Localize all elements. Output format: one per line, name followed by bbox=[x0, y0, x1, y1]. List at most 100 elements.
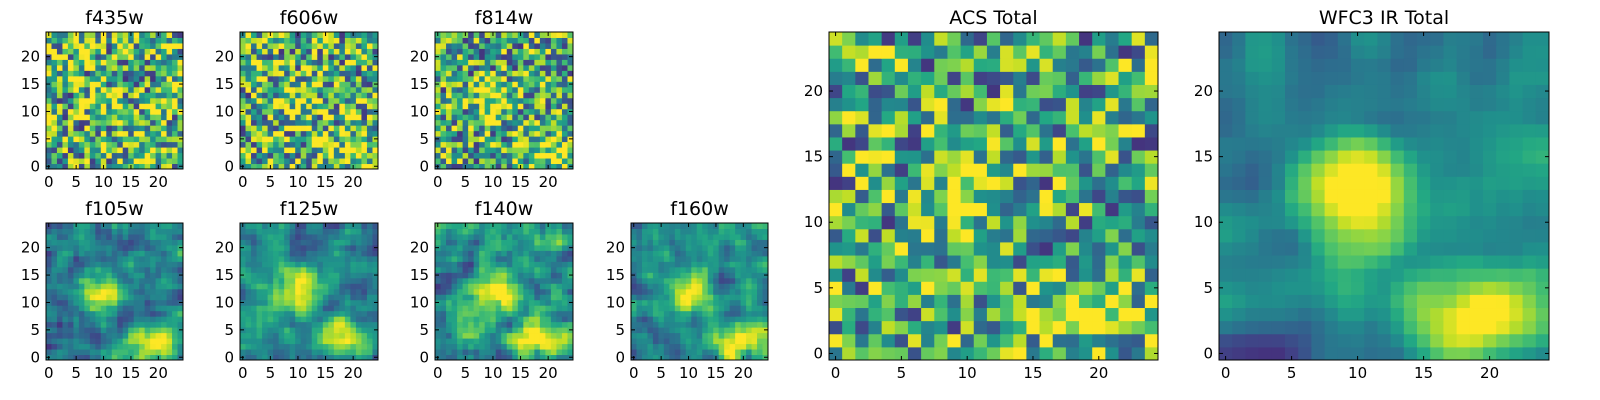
heatmap-cell bbox=[534, 239, 541, 246]
heatmap-cell bbox=[435, 70, 442, 77]
heatmap-cell bbox=[278, 97, 285, 104]
heatmap-cell bbox=[685, 294, 692, 301]
heatmap-cell bbox=[84, 354, 91, 361]
heatmap-cell bbox=[67, 343, 74, 350]
heatmap-cell bbox=[78, 288, 85, 295]
heatmap-cell bbox=[106, 59, 113, 66]
heatmap-cell bbox=[245, 86, 252, 93]
heatmap-cell bbox=[122, 294, 129, 301]
heatmap-cell bbox=[344, 32, 351, 38]
heatmap-cell bbox=[973, 255, 988, 269]
heatmap-cell bbox=[306, 305, 313, 312]
heatmap-cell bbox=[707, 305, 714, 312]
heatmap-cell bbox=[1079, 281, 1093, 295]
heatmap-cell bbox=[62, 354, 69, 361]
heatmap-cell bbox=[51, 75, 58, 82]
heatmap-cell bbox=[512, 147, 519, 154]
heatmap-cell bbox=[663, 266, 670, 273]
heatmap-cell bbox=[631, 338, 637, 345]
heatmap-cell bbox=[311, 32, 318, 38]
heatmap-cell bbox=[517, 239, 524, 246]
heatmap-cell bbox=[501, 255, 508, 262]
heatmap-cell bbox=[256, 64, 263, 71]
heatmap-cell bbox=[317, 86, 324, 93]
heatmap-cell bbox=[100, 59, 107, 66]
heatmap-cell bbox=[245, 223, 252, 229]
heatmap-cell bbox=[647, 338, 654, 345]
heatmap-cell bbox=[495, 97, 502, 104]
heatmap-cell bbox=[495, 114, 502, 121]
heatmap-cell bbox=[921, 281, 935, 295]
heatmap-cell bbox=[490, 338, 497, 345]
heatmap-cell bbox=[73, 92, 80, 99]
heatmap-cell bbox=[1105, 268, 1120, 282]
heatmap-cell bbox=[67, 255, 74, 262]
heatmap-cell bbox=[647, 343, 654, 350]
heatmap-cell bbox=[144, 250, 151, 257]
heatmap-cell bbox=[289, 42, 296, 49]
heatmap-cell bbox=[67, 310, 74, 317]
heatmap-cell bbox=[139, 223, 146, 229]
heatmap-cell bbox=[172, 86, 179, 93]
heatmap-cell bbox=[842, 281, 856, 295]
panel-title: f105w bbox=[85, 198, 144, 220]
heatmap-cell bbox=[685, 250, 692, 257]
heatmap-cell bbox=[51, 239, 58, 246]
heatmap-cell bbox=[133, 81, 140, 88]
heatmap-cell bbox=[311, 316, 318, 323]
heatmap-cell bbox=[973, 333, 988, 348]
heatmap-cell bbox=[372, 332, 379, 339]
heatmap-cell bbox=[506, 42, 513, 49]
heatmap-cell bbox=[451, 48, 458, 55]
heatmap-cell bbox=[150, 305, 157, 312]
heatmap-cell bbox=[111, 37, 118, 44]
heatmap-cell bbox=[1105, 255, 1120, 269]
heatmap-cell bbox=[457, 233, 464, 240]
heatmap-cell bbox=[724, 288, 731, 295]
heatmap-cell bbox=[278, 294, 285, 301]
heatmap-cell bbox=[67, 239, 74, 246]
heatmap-cell bbox=[707, 266, 714, 273]
heatmap-cell bbox=[545, 244, 552, 251]
heatmap-cell bbox=[361, 349, 368, 356]
heatmap-cell bbox=[881, 176, 896, 190]
heatmap-cell bbox=[762, 228, 769, 235]
heatmap-cell bbox=[46, 75, 52, 82]
heatmap-cell bbox=[545, 294, 552, 301]
heatmap-cell bbox=[545, 59, 552, 66]
heatmap-cell bbox=[479, 32, 486, 38]
heatmap-cell bbox=[534, 75, 541, 82]
heatmap-cell bbox=[62, 75, 69, 82]
heatmap-cell bbox=[122, 75, 129, 82]
heatmap-cell bbox=[172, 114, 179, 121]
heatmap-cell bbox=[317, 239, 324, 246]
heatmap-cell bbox=[685, 310, 692, 317]
heatmap-cell bbox=[735, 299, 742, 306]
heatmap-cell bbox=[462, 64, 469, 71]
heatmap-cell bbox=[106, 81, 113, 88]
heatmap-cell bbox=[289, 327, 296, 334]
heatmap-cell bbox=[1079, 255, 1093, 269]
heatmap-cell bbox=[262, 114, 269, 121]
heatmap-cell bbox=[139, 48, 146, 55]
heatmap-cell bbox=[501, 119, 508, 126]
heatmap-cell bbox=[84, 349, 91, 356]
heatmap-cell bbox=[350, 272, 357, 279]
heatmap-cell bbox=[355, 277, 362, 284]
heatmap-cell bbox=[245, 261, 252, 268]
heatmap-cell bbox=[479, 103, 486, 110]
heatmap-cell bbox=[473, 261, 480, 268]
heatmap-cell bbox=[468, 141, 475, 148]
heatmap-cell bbox=[457, 261, 464, 268]
heatmap-cell bbox=[517, 108, 524, 115]
heatmap-cell bbox=[740, 321, 747, 328]
heatmap-cell bbox=[161, 327, 168, 334]
heatmap-cell bbox=[973, 281, 988, 295]
heatmap-cell bbox=[78, 81, 85, 88]
heatmap-cell bbox=[1144, 333, 1159, 348]
heatmap-cell bbox=[256, 250, 263, 257]
heatmap-cell bbox=[155, 321, 162, 328]
heatmap-cell bbox=[561, 283, 568, 290]
heatmap-cell bbox=[78, 75, 85, 82]
heatmap-cell bbox=[631, 228, 637, 235]
